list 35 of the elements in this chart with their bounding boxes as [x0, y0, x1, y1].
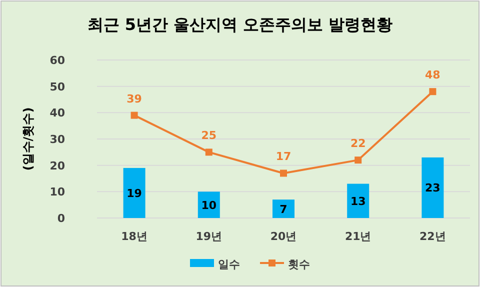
- bar: [347, 184, 370, 218]
- y-tick-label: 10: [50, 186, 66, 199]
- y-tick-label: 30: [50, 133, 66, 146]
- bar: [422, 157, 444, 218]
- data-label: 22: [350, 137, 366, 150]
- y-tick-label: 50: [50, 80, 66, 94]
- x-tick-label: 18년: [121, 230, 148, 243]
- data-label: 10: [201, 198, 217, 212]
- data-label: 25: [201, 129, 217, 142]
- y-tick-label: 60: [50, 54, 66, 67]
- y-tick-label: 40: [50, 106, 66, 120]
- data-label: 48: [425, 68, 440, 82]
- chart-title: 최근 5년간 울산지역 오존주의보 발령현황: [87, 15, 393, 34]
- bar: [123, 168, 146, 218]
- legend-label: 횟수: [288, 258, 310, 271]
- point: [354, 156, 362, 164]
- data-label: 19: [126, 186, 142, 200]
- y-tick-label: 20: [50, 159, 66, 172]
- y-tick-label: 0: [57, 212, 66, 225]
- point: [205, 148, 212, 156]
- y-axis-title: (일수/횟수): [21, 107, 35, 171]
- data-label: 23: [425, 182, 440, 195]
- legend-label: 일수: [218, 258, 240, 271]
- data-label: 7: [280, 202, 288, 216]
- data-label: 39: [126, 92, 142, 106]
- point: [429, 88, 436, 96]
- point: [130, 112, 138, 119]
- x-tick-label: 19년: [196, 230, 222, 243]
- data-label: 13: [350, 194, 366, 208]
- bar: [272, 200, 294, 218]
- x-tick-label: 22년: [420, 230, 446, 243]
- x-tick-label: 21년: [344, 230, 372, 243]
- data-label: 17: [276, 150, 292, 164]
- point: [280, 170, 287, 177]
- x-tick-label: 20년: [270, 230, 297, 243]
